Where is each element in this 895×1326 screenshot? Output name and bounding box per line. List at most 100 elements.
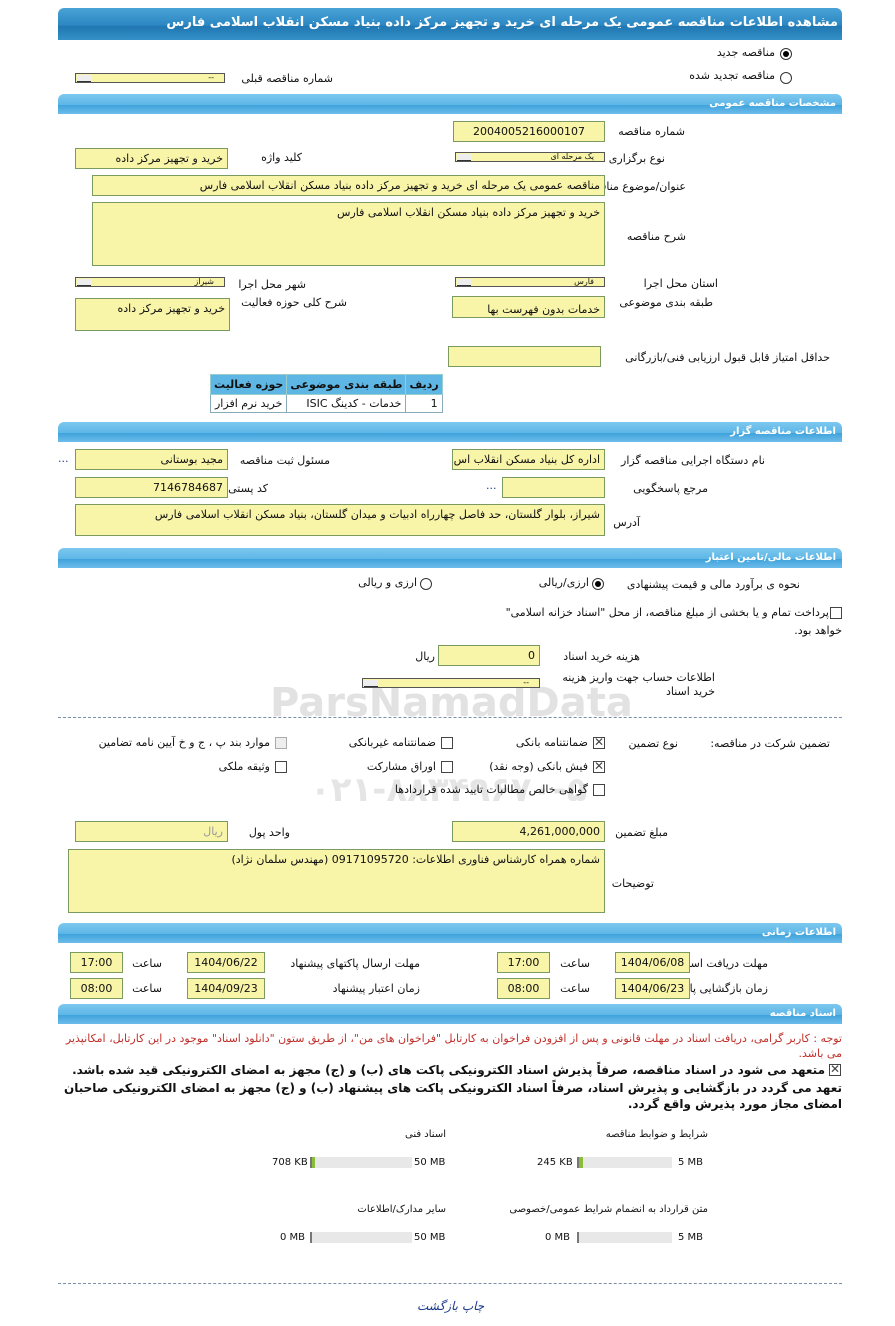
notes-label: توضیحات <box>611 877 654 890</box>
col-activity: حوزه فعالیت <box>209 374 288 395</box>
file-label: سایر مدارک/اطلاعات <box>357 1204 446 1215</box>
validity-time[interactable]: 08:00 <box>70 978 123 999</box>
dropdown-arrow-icon <box>77 75 91 82</box>
holding-type-select[interactable]: یک مرحله ای <box>455 152 605 162</box>
commit-text-2: تعهد می گردد در بازگشایی و پذیرش اسناد، … <box>63 1081 842 1111</box>
file-size: 0 MB <box>280 1232 306 1243</box>
doc-receive-time[interactable]: 17:00 <box>497 952 550 973</box>
province-select[interactable]: فارس <box>455 277 605 287</box>
dropdown-arrow-icon <box>457 154 471 161</box>
tender-number-field[interactable]: 2004005216000107 <box>453 121 605 142</box>
radio-renewed-tender[interactable] <box>780 72 792 84</box>
guarantee-bonds-checkbox[interactable] <box>441 761 453 773</box>
city-select[interactable]: شیراز <box>75 277 225 287</box>
file-size: 245 KB <box>537 1157 573 1168</box>
address-field[interactable]: شیراز، بلوار گلستان، حد فاصل چهارراه ادب… <box>75 504 605 536</box>
org-field[interactable]: اداره کل بنیاد مسکن انقلاب اس <box>452 449 605 470</box>
watermark-phone: ۰۲۱-۸۸۳۴۹۶۷۰-۵ <box>310 770 588 810</box>
guarantee-cash-label: فیش بانکی (وجه نقد) <box>489 760 588 773</box>
rial-label: ارزی/ریالی <box>538 576 589 589</box>
responsible-label: مسئول ثبت مناقصه <box>239 454 330 467</box>
treasury-checkbox[interactable] <box>830 607 842 619</box>
guarantee-bank-label: ضمانتنامه بانکی <box>515 736 588 749</box>
category-field[interactable]: خدمات بدون فهرست بها <box>452 296 605 318</box>
divider <box>58 717 842 718</box>
file-max: 5 MB <box>678 1232 704 1243</box>
guarantee-type-label: نوع تضمین <box>628 737 678 750</box>
time-label: ساعت <box>560 957 590 970</box>
description-textarea[interactable]: خرید و تجهیز مرکز داده بنیاد مسکن انقلاب… <box>92 202 605 266</box>
guarantee-label: تضمین شرکت در مناقصه: <box>710 737 830 750</box>
guarantee-claims-checkbox[interactable] <box>593 784 605 796</box>
min-score-field[interactable] <box>448 346 601 367</box>
prev-number-select[interactable]: -- <box>75 73 225 83</box>
amount-label: مبلغ تضمین <box>615 826 668 839</box>
divider <box>58 1283 842 1284</box>
postal-field[interactable]: 7146784687 <box>75 477 228 498</box>
validity-label: زمان اعتبار پیشنهاد <box>332 982 420 995</box>
radio-currency-rial[interactable] <box>420 578 432 590</box>
file-max: 50 MB <box>414 1157 446 1168</box>
reference-field[interactable] <box>502 477 605 498</box>
commit-checkbox[interactable]: ✕ <box>829 1062 841 1076</box>
file-max: 5 MB <box>678 1157 704 1168</box>
treasury-text: پرداخت تمام و یا بخشی از مبلغ مناقصه، از… <box>505 606 829 619</box>
account-label: اطلاعات حساب جهت واریز هزینه خرید اسناد <box>562 671 715 698</box>
guarantee-clauses-label: موارد بند پ ، ج و خ آیین نامه تضامین <box>98 736 270 749</box>
currency-field[interactable]: ریال <box>75 821 228 842</box>
radio-rial[interactable] <box>592 578 604 590</box>
city-label: شهر محل اجرا <box>238 278 306 291</box>
amount-field[interactable]: 4,261,000,000 <box>452 821 605 842</box>
category-label: طبقه بندی موضوعی <box>619 296 713 309</box>
responsible-more-button[interactable]: ... <box>58 452 69 465</box>
subject-field[interactable]: مناقصه عمومی یک مرحله ای خرید و تجهیز مر… <box>92 175 605 196</box>
doc-fee-field[interactable]: 0 <box>438 645 540 666</box>
keyword-field[interactable]: خرید و تجهیز مرکز داده <box>75 148 228 169</box>
submit-date[interactable]: 1404/06/22 <box>187 952 265 973</box>
file-size: 708 KB <box>272 1157 308 1168</box>
guarantee-clauses-checkbox[interactable] <box>275 737 287 749</box>
guarantee-claims-label: گواهی خالص مطالبات تایید شده قراردادها <box>394 783 588 796</box>
radio-new-tender[interactable] <box>780 48 792 60</box>
doc-receive-date[interactable]: 1404/06/08 <box>615 952 690 973</box>
col-category: طبقه بندی موضوعی <box>286 374 407 395</box>
guarantee-cash-checkbox[interactable]: ✕ <box>593 759 605 773</box>
renewed-tender-label: مناقصه تجدید شده <box>689 69 775 82</box>
section-documents: اسناد مناقصه <box>58 1004 842 1024</box>
activity-field[interactable]: خرید و تجهیز مرکز داده <box>75 298 230 331</box>
opening-time[interactable]: 08:00 <box>497 978 550 999</box>
file-progress-bar <box>577 1157 672 1168</box>
back-link[interactable]: بازگشت <box>417 1299 458 1313</box>
subject-label: عنوان/موضوع مناقصه <box>585 180 686 193</box>
dropdown-arrow-icon <box>457 279 471 286</box>
cell-category: خدمات - کدینگ ISIC <box>286 394 407 413</box>
section-general: مشخصات مناقصه عمومی <box>58 94 842 114</box>
submit-time[interactable]: 17:00 <box>70 952 123 973</box>
file-progress-bar <box>310 1232 412 1243</box>
account-select[interactable]: -- <box>362 678 540 688</box>
doc-fee-unit: ریال <box>415 650 435 663</box>
time-label: ساعت <box>132 957 162 970</box>
responsible-field[interactable]: مجید بوستانی <box>75 449 228 470</box>
treasury-text-2: خواهد بود. <box>794 624 842 637</box>
postal-label: کد پستی <box>228 482 268 495</box>
address-label: آدرس <box>613 516 640 529</box>
guarantee-property-checkbox[interactable] <box>275 761 287 773</box>
guarantee-nonbank-checkbox[interactable] <box>441 737 453 749</box>
reference-more-button[interactable]: ... <box>486 479 497 492</box>
file-size: 0 MB <box>545 1232 571 1243</box>
footer-links: چاپ بازگشت <box>417 1299 484 1313</box>
print-link[interactable]: چاپ <box>461 1299 485 1313</box>
opening-date[interactable]: 1404/06/23 <box>615 978 690 999</box>
guarantee-bank-checkbox[interactable]: ✕ <box>593 735 605 749</box>
dropdown-arrow-icon <box>77 279 91 286</box>
cell-row: 1 <box>405 394 443 413</box>
min-score-label: حداقل امتیاز قابل قبول ارزیابی فنی/بازرگ… <box>625 351 830 364</box>
file-label: متن قرارداد به انضمام شرایط عمومی/خصوصی <box>509 1204 708 1215</box>
activity-table: ردیف طبقه بندی موضوعی حوزه فعالیت 1 خدما… <box>209 374 443 413</box>
cell-activity: خرید نرم افزار <box>209 394 288 413</box>
validity-date[interactable]: 1404/09/23 <box>187 978 265 999</box>
tender-number-label: شماره مناقصه <box>618 125 685 138</box>
notes-field[interactable]: شماره همراه کارشناس فناوری اطلاعات: 0917… <box>68 849 605 913</box>
